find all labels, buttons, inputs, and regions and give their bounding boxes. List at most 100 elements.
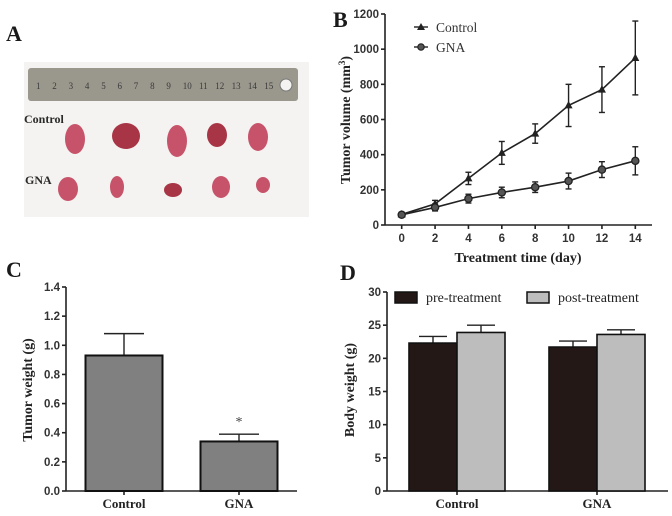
bar-control-post-treatment [456,331,506,492]
y-tick-label-d: 0 [375,486,381,498]
bar-control-pre-treatment [408,342,458,492]
y-tick-label-c: 0.2 [44,457,60,469]
tumor-gna [164,183,182,197]
series-line-control [401,57,636,216]
bar-control [84,354,164,492]
y-tick-label-b: 600 [360,115,379,127]
y-tick-label-c: 1.4 [44,282,61,294]
photo-label-gna: GNA [25,173,52,187]
data-point-control [464,173,473,182]
data-point-gna [530,182,540,192]
x-tick-label-d: Control [435,496,478,511]
legend-label-control: Control [436,20,478,35]
panel-c: C Tumor weight (g) 0.0 0.2 0.4 0.6 0.8 1.0 1.2… [6,257,297,511]
tumor-gna [58,177,78,201]
ruler-number: 11 [199,81,208,91]
ruler-number: 8 [150,81,155,91]
tumor-control [248,123,268,151]
ruler-number: 12 [215,81,224,91]
x-tick-label-b: 8 [532,233,539,245]
x-tick-label-b: 0 [398,233,404,245]
y-tick-label-d: 30 [368,287,381,299]
triangle-marker-icon [417,23,425,30]
tumors [58,123,270,201]
ruler-hole [279,78,293,92]
y-tick-label-d: 25 [368,320,381,332]
ruler-number: 7 [134,81,139,91]
y-tick-label-c: 0.0 [44,486,60,498]
ruler-number: 5 [101,81,106,91]
ruler-number: 6 [118,81,123,91]
panel-label-a: A [6,21,22,46]
legend-swatch-post-treatment [526,291,550,304]
x-tick-label-c: GNA [225,496,255,511]
y-tick-label-b: 200 [360,185,379,197]
legend-label-gna: GNA [436,40,465,55]
tumor-gna [212,176,230,198]
legend-d: pre-treatment post-treatment [394,291,639,306]
panel-label-d: D [340,260,356,285]
data-point-control [531,129,540,137]
ruler-number: 14 [248,81,258,91]
panel-d: D Body weight (g) 0 5 10 15 20 25 30 Control GNA… [340,260,668,511]
ruler-number: 9 [166,81,171,91]
y-tick-label-c: 0.4 [44,428,61,440]
ruler-number: 2 [52,81,57,91]
data-point-control [564,100,573,109]
ruler-number: 15 [264,81,274,91]
x-tick-label-b: 14 [629,233,642,245]
legend-swatch-pre-treatment [394,291,418,304]
y-tick-label-d: 15 [368,387,381,399]
data-point-control [497,148,506,156]
y-tick-label-c: 1.0 [44,340,60,352]
legend-label-post-treatment: post-treatment [558,291,639,306]
x-axis-title-b: Treatment time (day) [455,251,582,266]
y-tick-label-b: 800 [360,79,379,91]
y-tick-label-b: 0 [373,220,379,232]
panel-b: B Tumor volume (mm3) Treatment time (day… [333,7,652,266]
data-point-gna [430,203,440,212]
y-tick-label-d: 20 [368,353,381,365]
y-tick-label-b: 1200 [353,9,379,21]
legend-label-pre-treatment: pre-treatment [426,291,502,306]
data-point-gna [631,156,640,166]
ruler-number: 1 [36,81,41,91]
tumor-gna [110,176,124,198]
data-point-gna [597,165,607,174]
tumor-control [65,124,85,154]
tumor-control [112,123,140,149]
ruler-number: 13 [232,81,242,91]
x-tick-label-b: 6 [499,233,505,245]
panel-label-c: C [6,257,22,282]
data-point-control [631,53,640,61]
legend-b: Control GNA [414,20,478,55]
y-tick-label-d: 5 [375,453,382,465]
data-point-gna [397,210,406,220]
x-tick-label-c: Control [102,496,145,511]
panel-label-b: B [333,7,348,32]
ruler-number: 10 [183,81,193,91]
series-line-gna [401,160,636,216]
ruler-numbers: 1 2 3 4 5 6 7 8 9 10 11 12 13 14 15 [36,81,274,91]
y-tick-label-b: 400 [360,150,379,162]
y-tick-label-b: 1000 [353,44,379,56]
ruler-number: 4 [85,81,90,91]
bar-gna [199,440,279,493]
x-tick-label-b: 4 [465,233,472,245]
data-point-control [597,85,606,93]
ruler-number: 3 [69,81,74,91]
x-tick-label-b: 10 [562,233,575,245]
y-tick-label-d: 10 [368,420,381,432]
panel-a: A 1 2 3 4 5 6 7 8 9 10 11 12 13 14 15 Control GNA [6,21,309,217]
data-point-gna [464,194,473,203]
data-point-gna [497,188,507,197]
tumor-control [207,123,227,147]
tumor-gna [256,177,270,193]
x-tick-label-b: 12 [596,233,609,245]
data-point-gna [564,176,573,186]
y-tick-label-c: 1.2 [44,311,60,323]
significance-marker: * [236,415,243,430]
x-tick-label-b: 2 [432,233,438,245]
y-axis-title-d: Body weight (g) [343,343,358,437]
